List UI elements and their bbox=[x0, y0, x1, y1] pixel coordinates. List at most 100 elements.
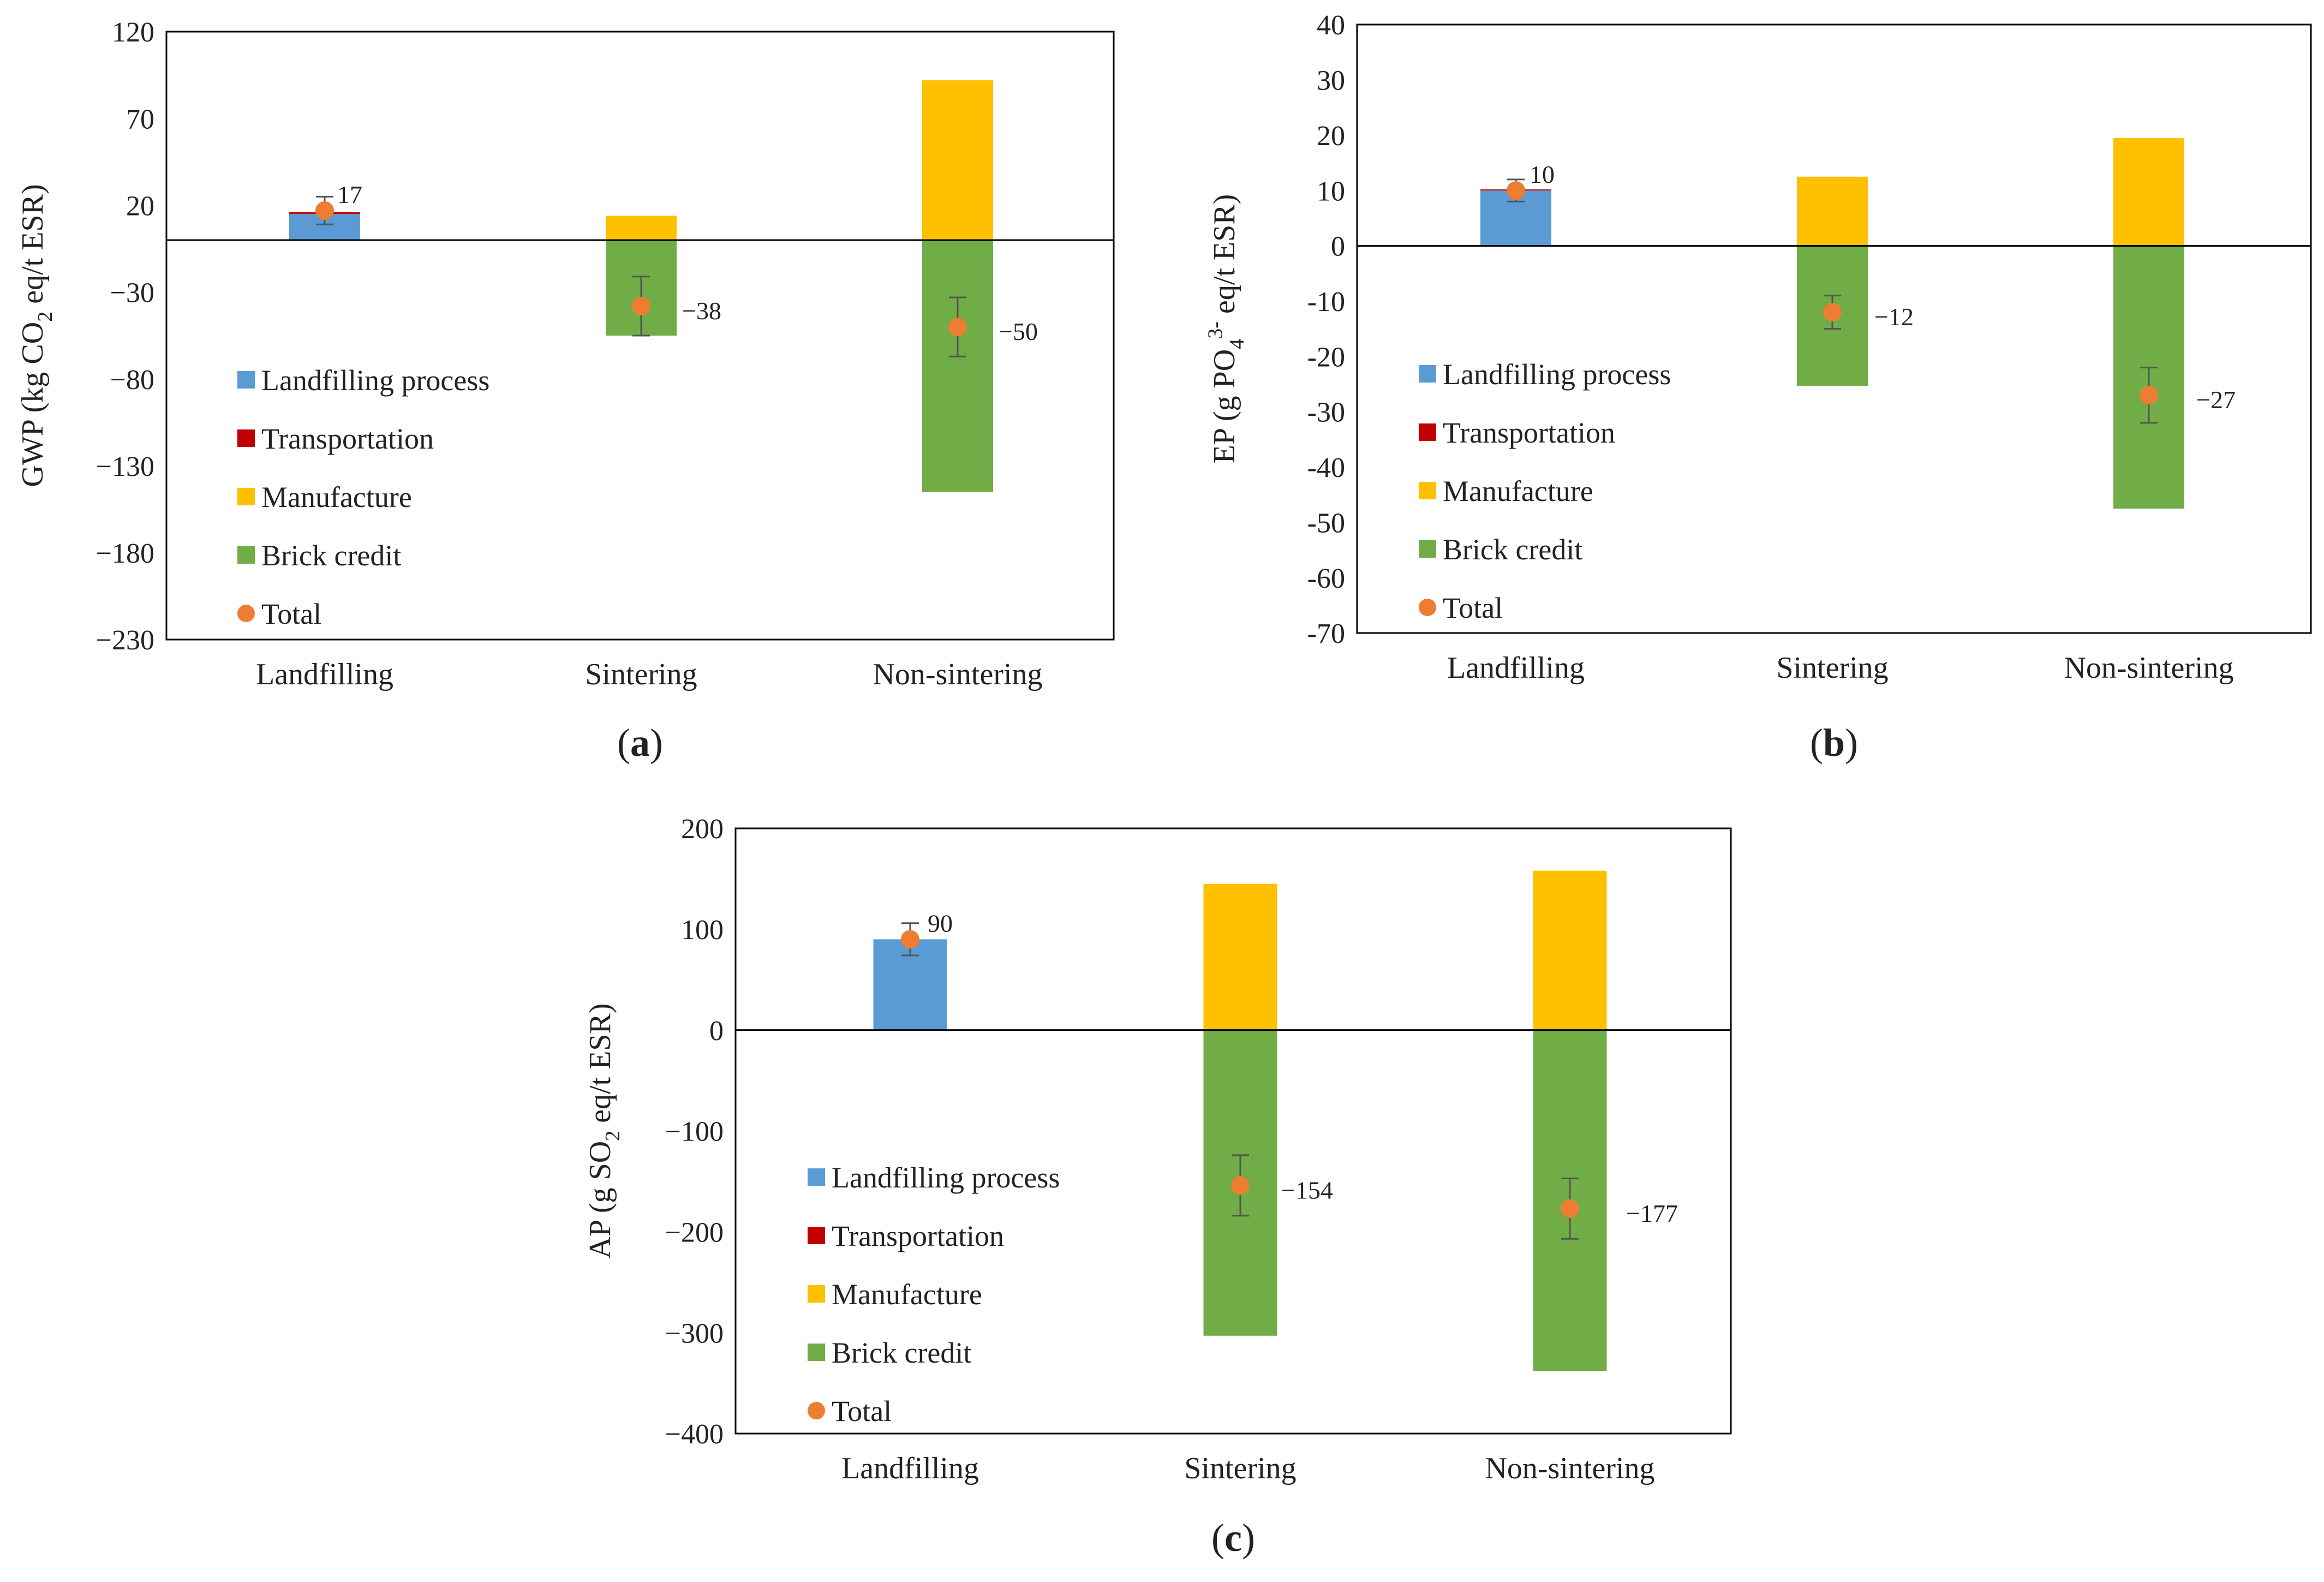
total-data-label: 17 bbox=[337, 181, 362, 208]
x-category-label: Non-sintering bbox=[1485, 1452, 1654, 1485]
total-data-label: 90 bbox=[928, 909, 953, 937]
x-category-label: Sintering bbox=[1776, 651, 1888, 685]
legend-label: Transportation bbox=[832, 1220, 1004, 1252]
legend-swatch-brick-credit bbox=[808, 1344, 825, 1361]
legend-swatch-landfilling-process bbox=[1419, 365, 1436, 383]
y-tick-label: −130 bbox=[96, 451, 154, 482]
plot-frame bbox=[165, 31, 1115, 641]
legend-label: Transportation bbox=[1443, 416, 1615, 449]
y-tick-label: 20 bbox=[1317, 121, 1345, 152]
total-data-label: 10 bbox=[1530, 160, 1555, 188]
legend-label: Transportation bbox=[261, 422, 434, 455]
legend-label: Manufacture bbox=[832, 1278, 982, 1311]
y-axis-label: AP (g SO2 eq/t ESR) bbox=[583, 1003, 624, 1258]
y-tick-label: 70 bbox=[126, 104, 154, 135]
y-tick-label: −200 bbox=[665, 1217, 724, 1249]
y-tick-label: 20 bbox=[126, 190, 154, 222]
y-tick-label: -40 bbox=[1307, 452, 1345, 483]
panel-label: (b) bbox=[1810, 721, 1858, 765]
total-marker bbox=[1561, 1199, 1579, 1218]
total-marker bbox=[632, 296, 650, 315]
y-tick-label: 0 bbox=[1331, 231, 1345, 262]
legend-label: Landfilling process bbox=[832, 1161, 1060, 1194]
y-tick-label: −80 bbox=[110, 365, 154, 396]
legend-swatch-brick-credit bbox=[1419, 540, 1436, 558]
total-data-label: −177 bbox=[1626, 1199, 1678, 1227]
y-tick-label: 10 bbox=[1317, 176, 1345, 207]
x-category-label: Landfilling bbox=[256, 658, 393, 691]
x-category-label: Landfilling bbox=[841, 1452, 979, 1485]
y-axis-label: EP (g PO43- eq/t ESR) bbox=[1204, 194, 1248, 464]
y-tick-label: -50 bbox=[1307, 508, 1345, 539]
y-tick-label: −230 bbox=[96, 625, 154, 656]
total-marker bbox=[1507, 181, 1525, 200]
y-tick-label: −400 bbox=[665, 1419, 724, 1450]
bar-manufacture bbox=[1533, 870, 1607, 1030]
y-tick-label: -10 bbox=[1307, 286, 1345, 318]
bar-brick-credit bbox=[922, 240, 993, 492]
legend-label: Manufacture bbox=[1443, 475, 1593, 508]
chart-panel-c: 200 100 0 −100 −200 −300 −400 AP (g SO2 eq/t ES… bbox=[583, 814, 1732, 1560]
panel-label: (c) bbox=[1211, 1516, 1255, 1560]
plot-frame bbox=[1356, 23, 2312, 634]
legend-swatch-total bbox=[808, 1402, 825, 1419]
total-marker bbox=[1231, 1176, 1250, 1195]
legend-label: Total bbox=[261, 598, 321, 630]
legend-label: Manufacture bbox=[261, 481, 412, 514]
legend-label: Brick credit bbox=[261, 539, 401, 572]
legend-label: Total bbox=[1443, 592, 1503, 624]
y-tick-label: 30 bbox=[1317, 65, 1345, 97]
legend-swatch-total bbox=[1419, 599, 1436, 616]
y-tick-label: −300 bbox=[665, 1318, 724, 1349]
bar-manufacture bbox=[1797, 176, 1868, 246]
legend-swatch-landfilling-process bbox=[237, 371, 255, 389]
legend-swatch-manufacture bbox=[808, 1285, 825, 1303]
total-marker bbox=[2140, 386, 2158, 405]
total-marker bbox=[1823, 303, 1842, 322]
x-category-label: Sintering bbox=[585, 658, 697, 691]
y-tick-label: 200 bbox=[681, 814, 724, 845]
y-tick-label: −180 bbox=[96, 538, 154, 569]
bar-manufacture bbox=[606, 216, 677, 240]
y-tick-label: 100 bbox=[681, 915, 724, 946]
y-tick-label: -30 bbox=[1307, 397, 1345, 428]
y-tick-label: −30 bbox=[110, 278, 154, 309]
total-data-label: −50 bbox=[999, 318, 1038, 345]
y-tick-label: 0 bbox=[709, 1016, 724, 1047]
legend-swatch-manufacture bbox=[237, 488, 255, 505]
legend-swatch-landfilling-process bbox=[808, 1168, 825, 1186]
legend-swatch-transportation bbox=[808, 1227, 825, 1244]
legend-swatch-manufacture bbox=[1419, 482, 1436, 499]
panel-label: (a) bbox=[617, 721, 663, 765]
bar-manufacture bbox=[2113, 138, 2184, 246]
legend-label: Brick credit bbox=[1443, 533, 1582, 566]
bar-manufacture bbox=[922, 80, 993, 240]
legend-swatch-transportation bbox=[1419, 423, 1436, 441]
total-data-label: −27 bbox=[2196, 386, 2236, 414]
bar-manufacture bbox=[1203, 883, 1277, 1030]
total-data-label: −154 bbox=[1281, 1176, 1333, 1204]
x-category-label: Non-sintering bbox=[873, 658, 1042, 691]
legend-label: Total bbox=[832, 1395, 892, 1428]
total-data-label: −12 bbox=[1874, 303, 1914, 331]
plot-frame bbox=[734, 827, 1732, 1435]
legend-swatch-total bbox=[237, 605, 255, 622]
x-category-label: Landfilling bbox=[1447, 651, 1585, 685]
total-data-label: −38 bbox=[682, 297, 721, 325]
y-tick-label: 40 bbox=[1317, 10, 1345, 41]
total-marker bbox=[948, 318, 967, 337]
y-axis-label: GWP (kg CO2 eq/t ESR) bbox=[16, 184, 57, 487]
chart-panel-a: 120 70 20 −30 −80 −130 −180 −230 GWP (kg CO2 eq/… bbox=[16, 17, 1115, 765]
x-category-label: Non-sintering bbox=[2064, 651, 2233, 685]
total-marker bbox=[901, 930, 919, 949]
y-tick-label: −100 bbox=[665, 1117, 724, 1148]
total-marker bbox=[315, 201, 334, 220]
legend-label: Landfilling process bbox=[261, 364, 489, 397]
y-tick-label: -70 bbox=[1307, 618, 1345, 649]
y-tick-label: 120 bbox=[112, 17, 154, 48]
legend-swatch-brick-credit bbox=[237, 546, 255, 564]
chart-panel-b: 40 30 20 10 0 -10 -20 -30 -40 -50 -60 -70 EP (g PO43… bbox=[1204, 10, 2312, 765]
legend-label: Brick credit bbox=[832, 1336, 971, 1369]
x-category-label: Sintering bbox=[1184, 1452, 1296, 1485]
